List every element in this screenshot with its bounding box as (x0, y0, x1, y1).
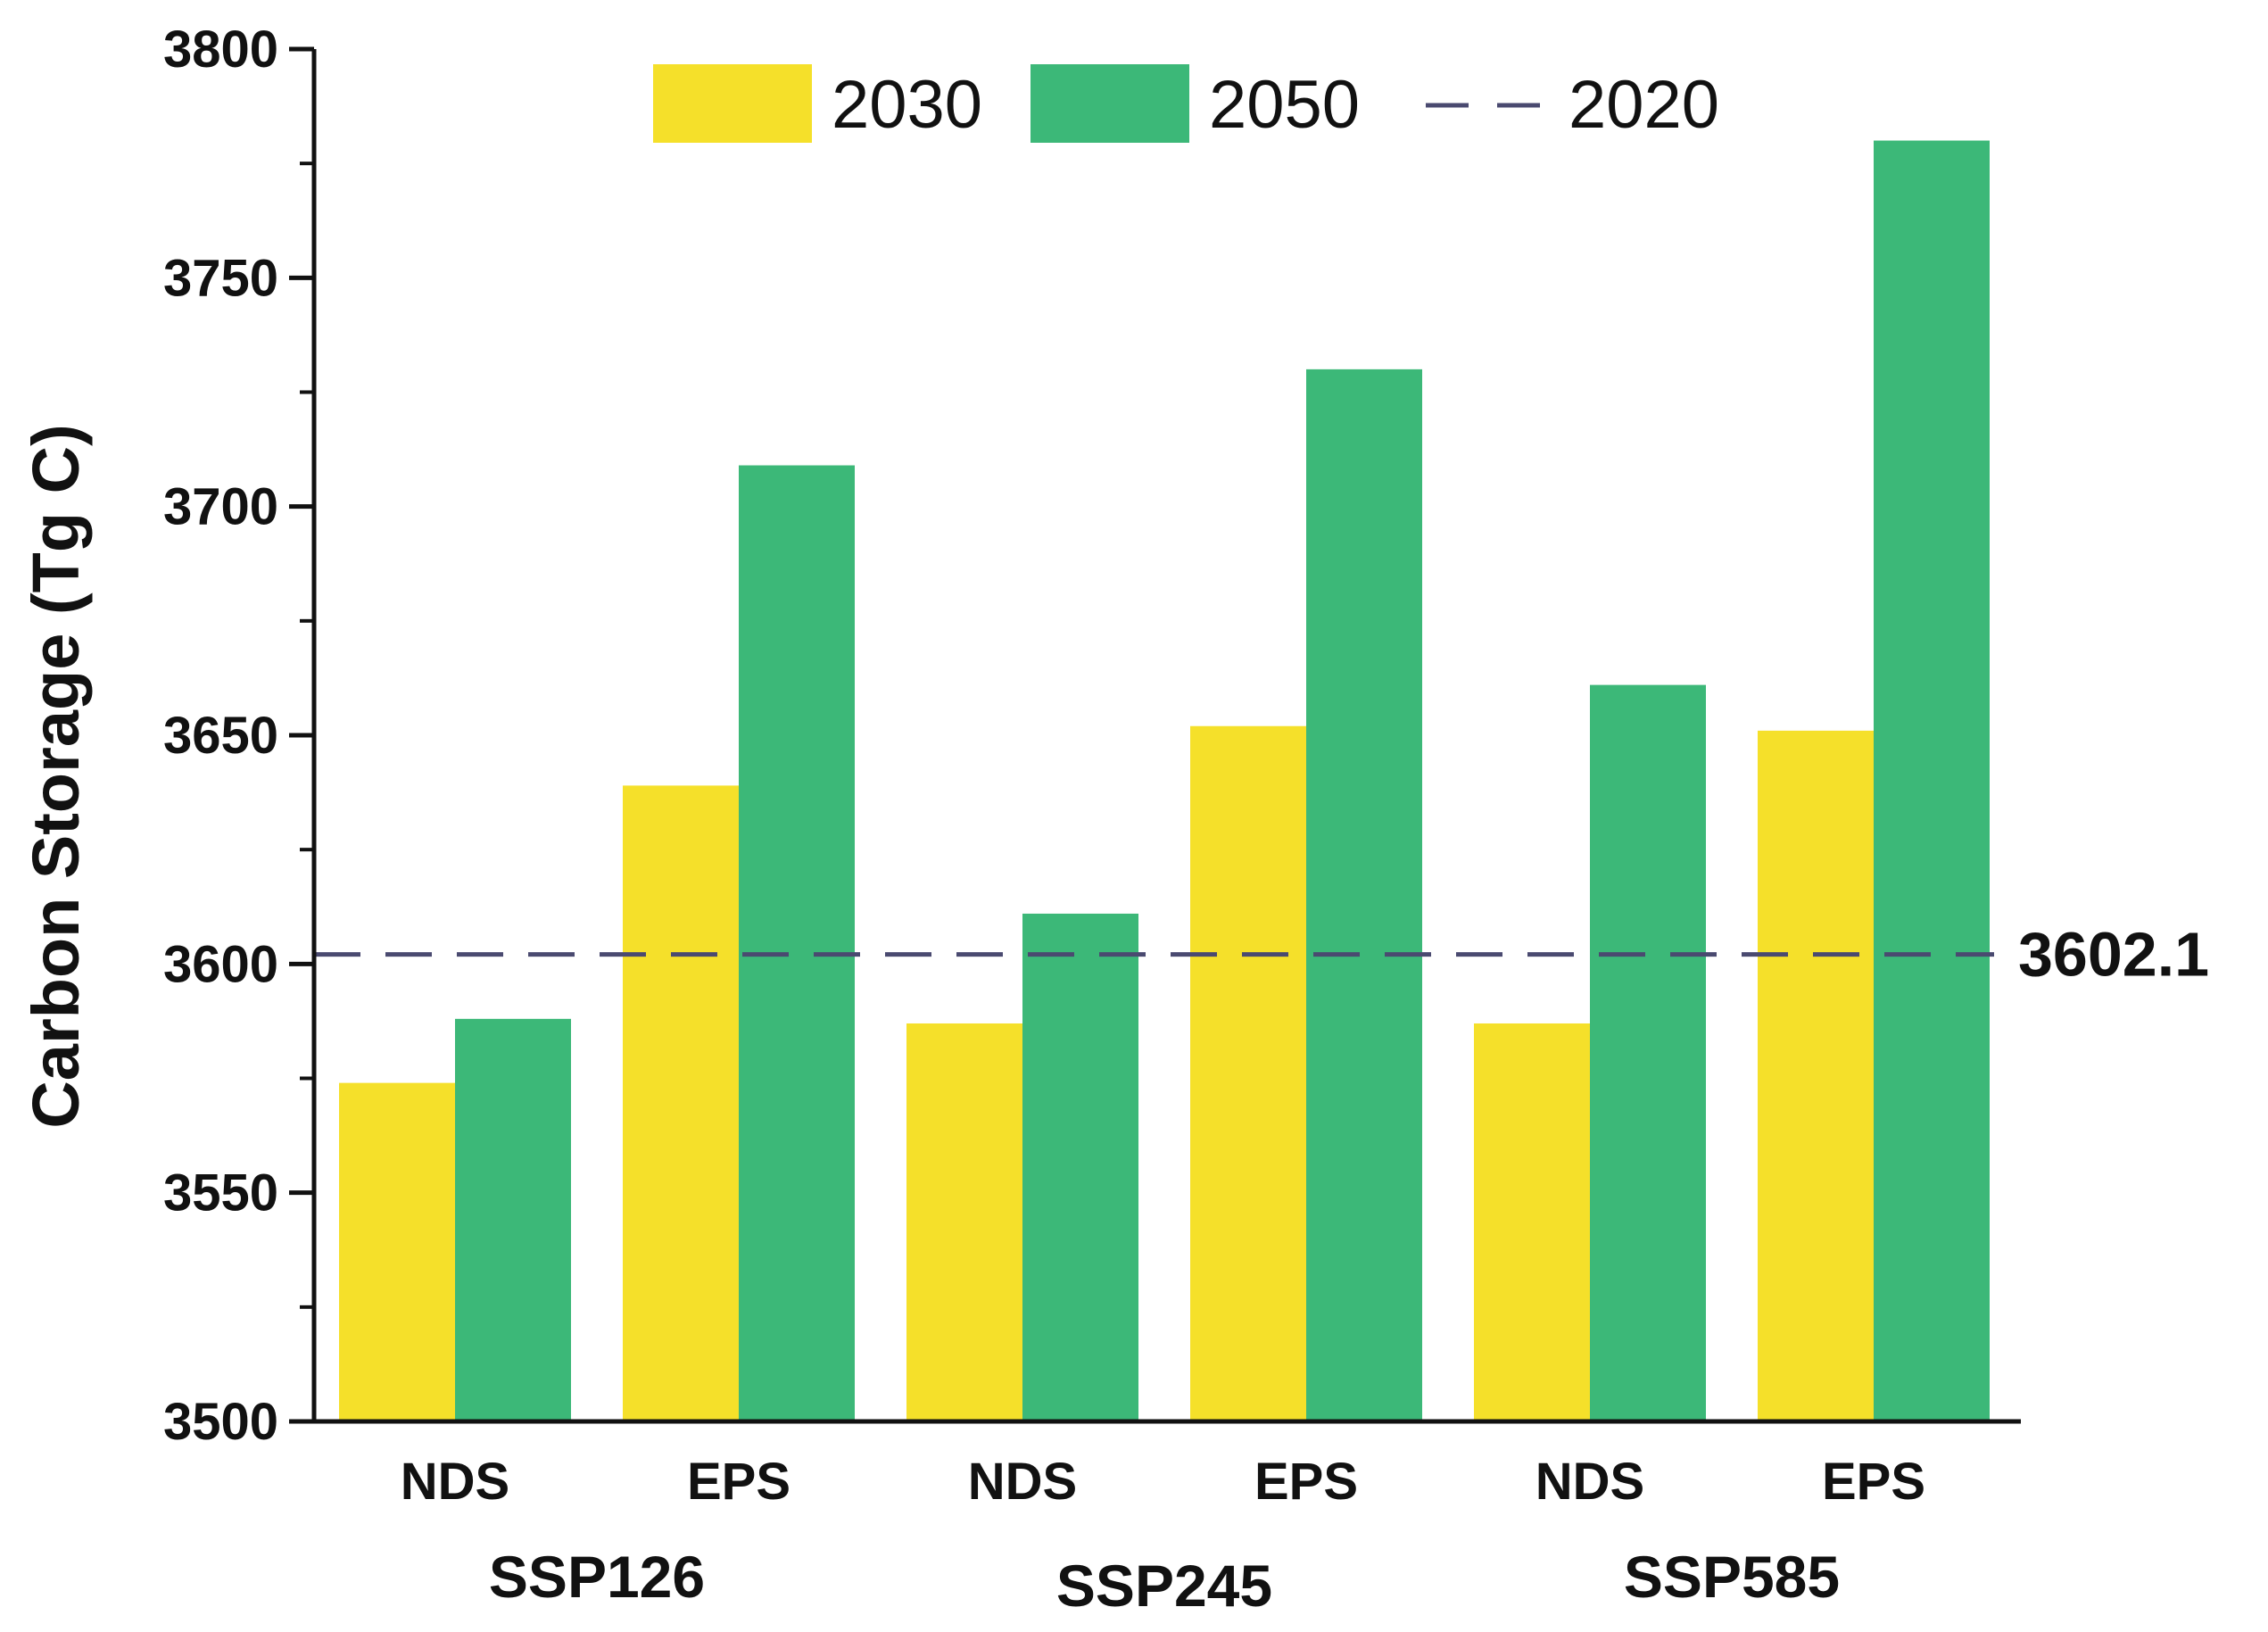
bar-2030-eps-2 (623, 785, 739, 1421)
bar-2050-nds-3 (1022, 913, 1138, 1421)
y-ticks-layer: 3500 3550 3600 3650 3700 3750 3800 (163, 21, 314, 1451)
y-axis-title: Carbon Storage (Tg C) (19, 424, 93, 1128)
legend-label-2050: 2050 (1209, 67, 1360, 143)
x-category-label: NDS (1535, 1453, 1644, 1511)
bar-2050-nds-5 (1590, 684, 1706, 1421)
x-category-label: EPS (687, 1453, 790, 1511)
x-category-label: NDS (968, 1453, 1077, 1511)
x-group-label: SSP126 (489, 1544, 705, 1610)
bar-2030-nds-3 (906, 1023, 1022, 1421)
reference-line-label: 3602.1 (2018, 920, 2209, 990)
x-group-label: SSP585 (1624, 1544, 1840, 1610)
x-group-label: SSP245 (1056, 1553, 1272, 1619)
bar-2050-eps-2 (739, 465, 855, 1422)
y-tick-label: 3700 (163, 478, 278, 536)
legend-swatch-2050 (1031, 64, 1189, 143)
y-tick-label: 3650 (163, 707, 278, 765)
x-category-label: NDS (401, 1453, 509, 1511)
y-tick-label: 3800 (163, 21, 278, 79)
y-tick-label: 3550 (163, 1164, 278, 1222)
bar-2030-nds-5 (1474, 1023, 1590, 1421)
y-tick-label: 3750 (163, 249, 278, 307)
x-category-label: EPS (1254, 1453, 1358, 1511)
bar-2050-nds-1 (455, 1018, 571, 1421)
legend: 2030 2050 2020 (653, 64, 1719, 143)
bar-2030-eps-6 (1758, 730, 1874, 1421)
legend-label-2020: 2020 (1569, 67, 1719, 143)
bar-2030-nds-1 (339, 1082, 455, 1421)
x-category-label: EPS (1822, 1453, 1925, 1511)
y-tick-label: 3600 (163, 935, 278, 993)
bars-layer (339, 140, 1990, 1422)
legend-swatch-2030 (653, 64, 812, 143)
x-labels-layer: NDS EPS NDS EPS NDS EPS SSP126 SSP245 SSP585 (401, 1453, 1925, 1619)
legend-label-2030: 2030 (832, 67, 982, 143)
bar-2030-eps-4 (1190, 725, 1306, 1421)
bar-2050-eps-4 (1306, 369, 1422, 1421)
bar-2050-eps-6 (1874, 140, 1990, 1422)
y-tick-label: 3500 (163, 1393, 278, 1451)
